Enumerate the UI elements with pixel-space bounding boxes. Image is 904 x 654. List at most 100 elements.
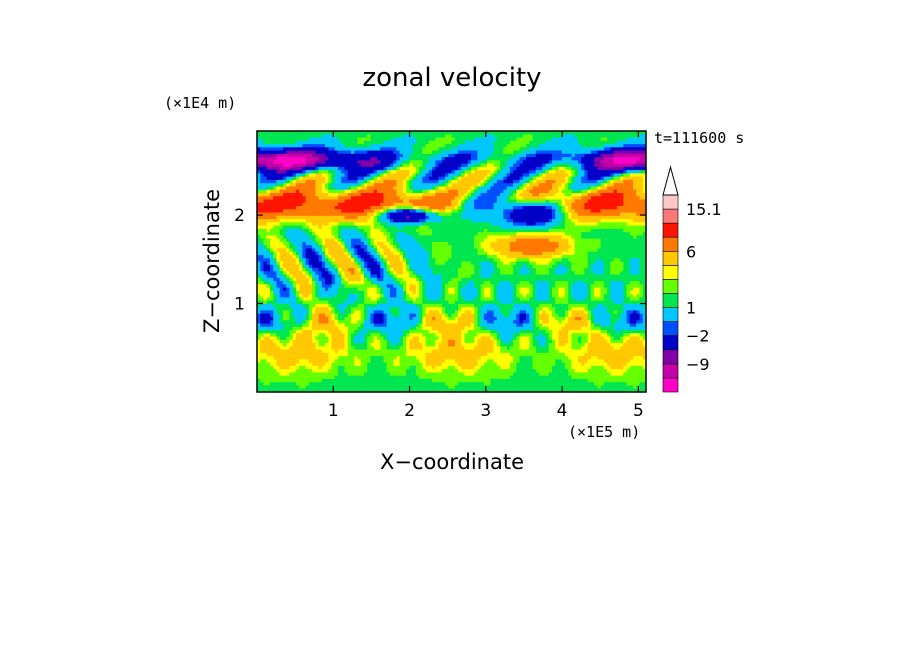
- contour-cell: [386, 150, 391, 155]
- contour-cell: [422, 160, 427, 165]
- contour-cell: [613, 140, 618, 145]
- contour-cell: [396, 192, 401, 197]
- contour-cell: [607, 228, 611, 233]
- contour-cell: [402, 157, 407, 161]
- contour-cell: [344, 134, 349, 139]
- contour-cell: [448, 163, 453, 168]
- contour-cell: [282, 196, 287, 201]
- contour-cell: [425, 228, 430, 233]
- contour-cell: [564, 199, 569, 204]
- contour-cell: [315, 199, 320, 204]
- contour-cell: [409, 157, 414, 161]
- contour-cell: [620, 225, 624, 230]
- contour-cell: [386, 179, 391, 184]
- contour-cell: [636, 209, 641, 214]
- contour-cell: [464, 170, 469, 175]
- contour-cell: [286, 212, 291, 217]
- contour-cell: [260, 176, 265, 181]
- contour-cell: [273, 228, 278, 233]
- contour-cell: [639, 153, 644, 158]
- contour-cell: [545, 163, 550, 168]
- contour-cell: [402, 183, 407, 188]
- contour-cell: [558, 206, 563, 210]
- contour-cell: [260, 173, 265, 178]
- contour-cell: [292, 192, 297, 197]
- contour-cell: [610, 134, 615, 139]
- contour-cell: [526, 166, 530, 171]
- contour-cell: [441, 173, 446, 178]
- contour-cell: [325, 170, 329, 175]
- contour-cell: [500, 189, 504, 194]
- contour-cell: [454, 131, 459, 135]
- contour-cell: [299, 157, 303, 161]
- contour-cell: [399, 235, 404, 240]
- contour-cell: [269, 134, 274, 139]
- contour-cell: [607, 131, 611, 135]
- contour-cell: [412, 212, 417, 217]
- contour-cell: [409, 235, 414, 240]
- contour-cell: [493, 147, 498, 152]
- contour-cell: [464, 196, 469, 201]
- contour-cell: [315, 228, 320, 233]
- contour-cell: [503, 209, 508, 214]
- contour-cell: [299, 186, 303, 191]
- contour-cell: [626, 170, 631, 175]
- contour-cell: [600, 134, 605, 139]
- contour-cell: [406, 150, 410, 155]
- contour-cell: [269, 232, 274, 236]
- contour-cell: [273, 173, 278, 178]
- contour-cell: [522, 192, 527, 197]
- contour-cell: [636, 219, 641, 223]
- contour-cell: [289, 173, 294, 178]
- contour-cell: [315, 196, 320, 201]
- contour-cell: [633, 140, 637, 145]
- contour-cell: [480, 219, 485, 223]
- contour-cell: [396, 228, 401, 233]
- contour-cell: [503, 192, 508, 197]
- contour-cell: [432, 235, 436, 240]
- contour-cell: [376, 163, 381, 168]
- contour-cell: [509, 186, 514, 191]
- contour-cell: [477, 131, 482, 135]
- contour-cell: [539, 131, 543, 135]
- contour-cell: [338, 215, 342, 220]
- contour-cell: [412, 235, 417, 240]
- contour-cell: [613, 134, 618, 139]
- contour-cell: [286, 209, 291, 214]
- contour-cell: [503, 232, 508, 236]
- contour-cell: [276, 144, 281, 148]
- contour-cell: [425, 170, 430, 175]
- contour-cell: [425, 137, 430, 142]
- contour-cell: [542, 153, 547, 158]
- contour-cell: [260, 209, 265, 214]
- contour-cell: [289, 219, 294, 223]
- contour-cell: [542, 222, 547, 227]
- contour-cell: [286, 173, 291, 178]
- contour-cell: [435, 215, 440, 220]
- contour-cell: [376, 153, 381, 158]
- contour-cell: [383, 196, 388, 201]
- contour-cell: [406, 202, 410, 207]
- contour-cell: [341, 228, 346, 233]
- contour-cell: [441, 212, 446, 217]
- contour-cell: [470, 140, 475, 145]
- contour-cell: [415, 189, 420, 194]
- contour-cell: [457, 137, 462, 142]
- contour-cell: [308, 206, 313, 210]
- contour-cell: [415, 235, 420, 240]
- contour-cell: [396, 209, 401, 214]
- contour-cell: [331, 179, 336, 184]
- contour-cell: [587, 228, 592, 233]
- contour-cell: [315, 222, 320, 227]
- contour-cell: [493, 157, 498, 161]
- contour-cell: [620, 189, 624, 194]
- contour-cell: [380, 222, 385, 227]
- contour-cell: [286, 137, 291, 142]
- contour-cell: [312, 186, 316, 191]
- contour-cell: [464, 166, 469, 171]
- contour-cell: [308, 134, 313, 139]
- contour-cell: [480, 166, 485, 171]
- contour-cell: [432, 137, 436, 142]
- contour-cell: [529, 173, 534, 178]
- contour-cell: [532, 215, 537, 220]
